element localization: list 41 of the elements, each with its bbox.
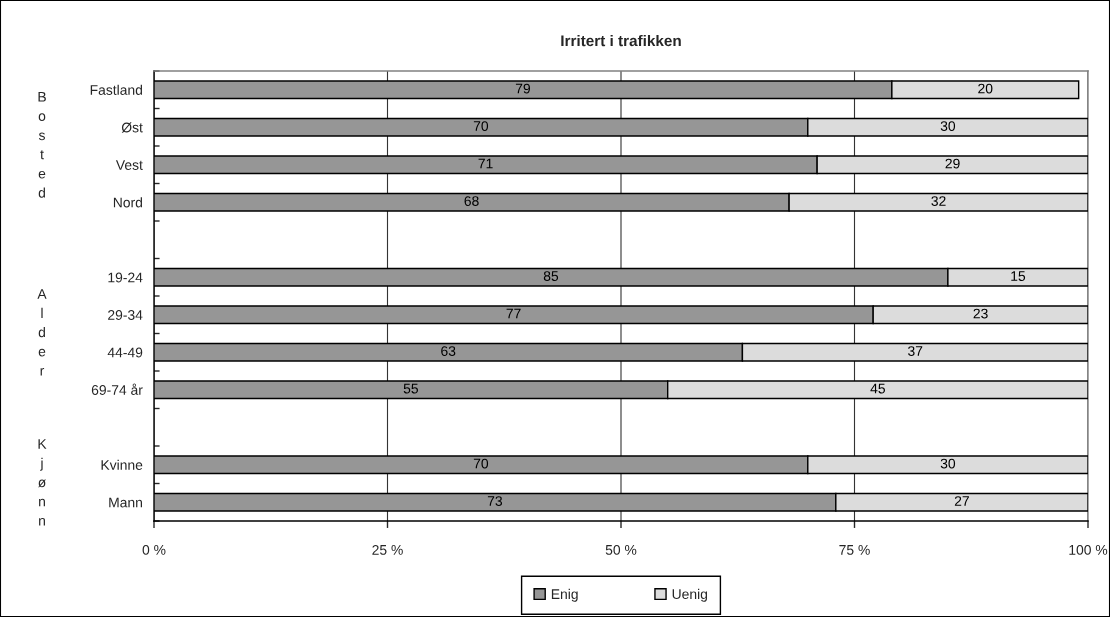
y-tick-label: Mann	[109, 497, 142, 508]
x-tick-label: 25 %	[372, 544, 403, 555]
data-label: 79	[515, 83, 530, 94]
x-tick-label: 50 %	[605, 544, 637, 555]
legend-label: Enig	[551, 588, 578, 602]
data-label: 30	[940, 121, 956, 131]
text: Bosted	[38, 92, 46, 198]
data-label: 70	[473, 121, 489, 131]
y-tick-label: Kvinne	[101, 459, 143, 470]
data-label: 45	[870, 383, 885, 394]
y-tick-label: 44-49	[107, 347, 143, 358]
chart-title: Irritert i trafikken	[561, 34, 681, 47]
data-label: 70	[473, 458, 489, 469]
data-label: 73	[487, 496, 503, 506]
y-tick-label: Vest	[115, 160, 143, 170]
data-label: 77	[506, 308, 521, 319]
data-label: 63	[441, 346, 456, 356]
x-tick-label: 75 %	[839, 545, 870, 555]
data-label: 15	[1011, 271, 1026, 281]
y-tick-label: 69-74 år	[91, 383, 143, 395]
data-label: 68	[464, 196, 479, 206]
text: Alder	[37, 289, 47, 376]
data-label: 27	[954, 496, 969, 506]
y-tick-label: 29-34	[108, 310, 143, 320]
legend-label: Uenig	[672, 588, 708, 602]
data-label: 55	[403, 383, 418, 394]
x-tick-label: 100 %	[1069, 544, 1108, 555]
data-label: 23	[973, 308, 988, 319]
data-label: 85	[543, 271, 559, 281]
text: Kjønn	[38, 439, 47, 526]
y-tick-label: Nord	[113, 197, 142, 208]
y-tick-label: 19-24	[108, 272, 143, 283]
data-label: 20	[978, 83, 993, 94]
data-label: 29	[945, 158, 960, 169]
data-label: 32	[931, 196, 946, 206]
y-tick-label: Øst	[121, 122, 143, 133]
x-tick-label: 0 %	[142, 544, 166, 555]
data-label: 71	[478, 158, 493, 169]
data-label: 30	[940, 458, 956, 469]
y-tick-label: Fastland	[90, 84, 142, 95]
data-label: 37	[908, 346, 923, 356]
